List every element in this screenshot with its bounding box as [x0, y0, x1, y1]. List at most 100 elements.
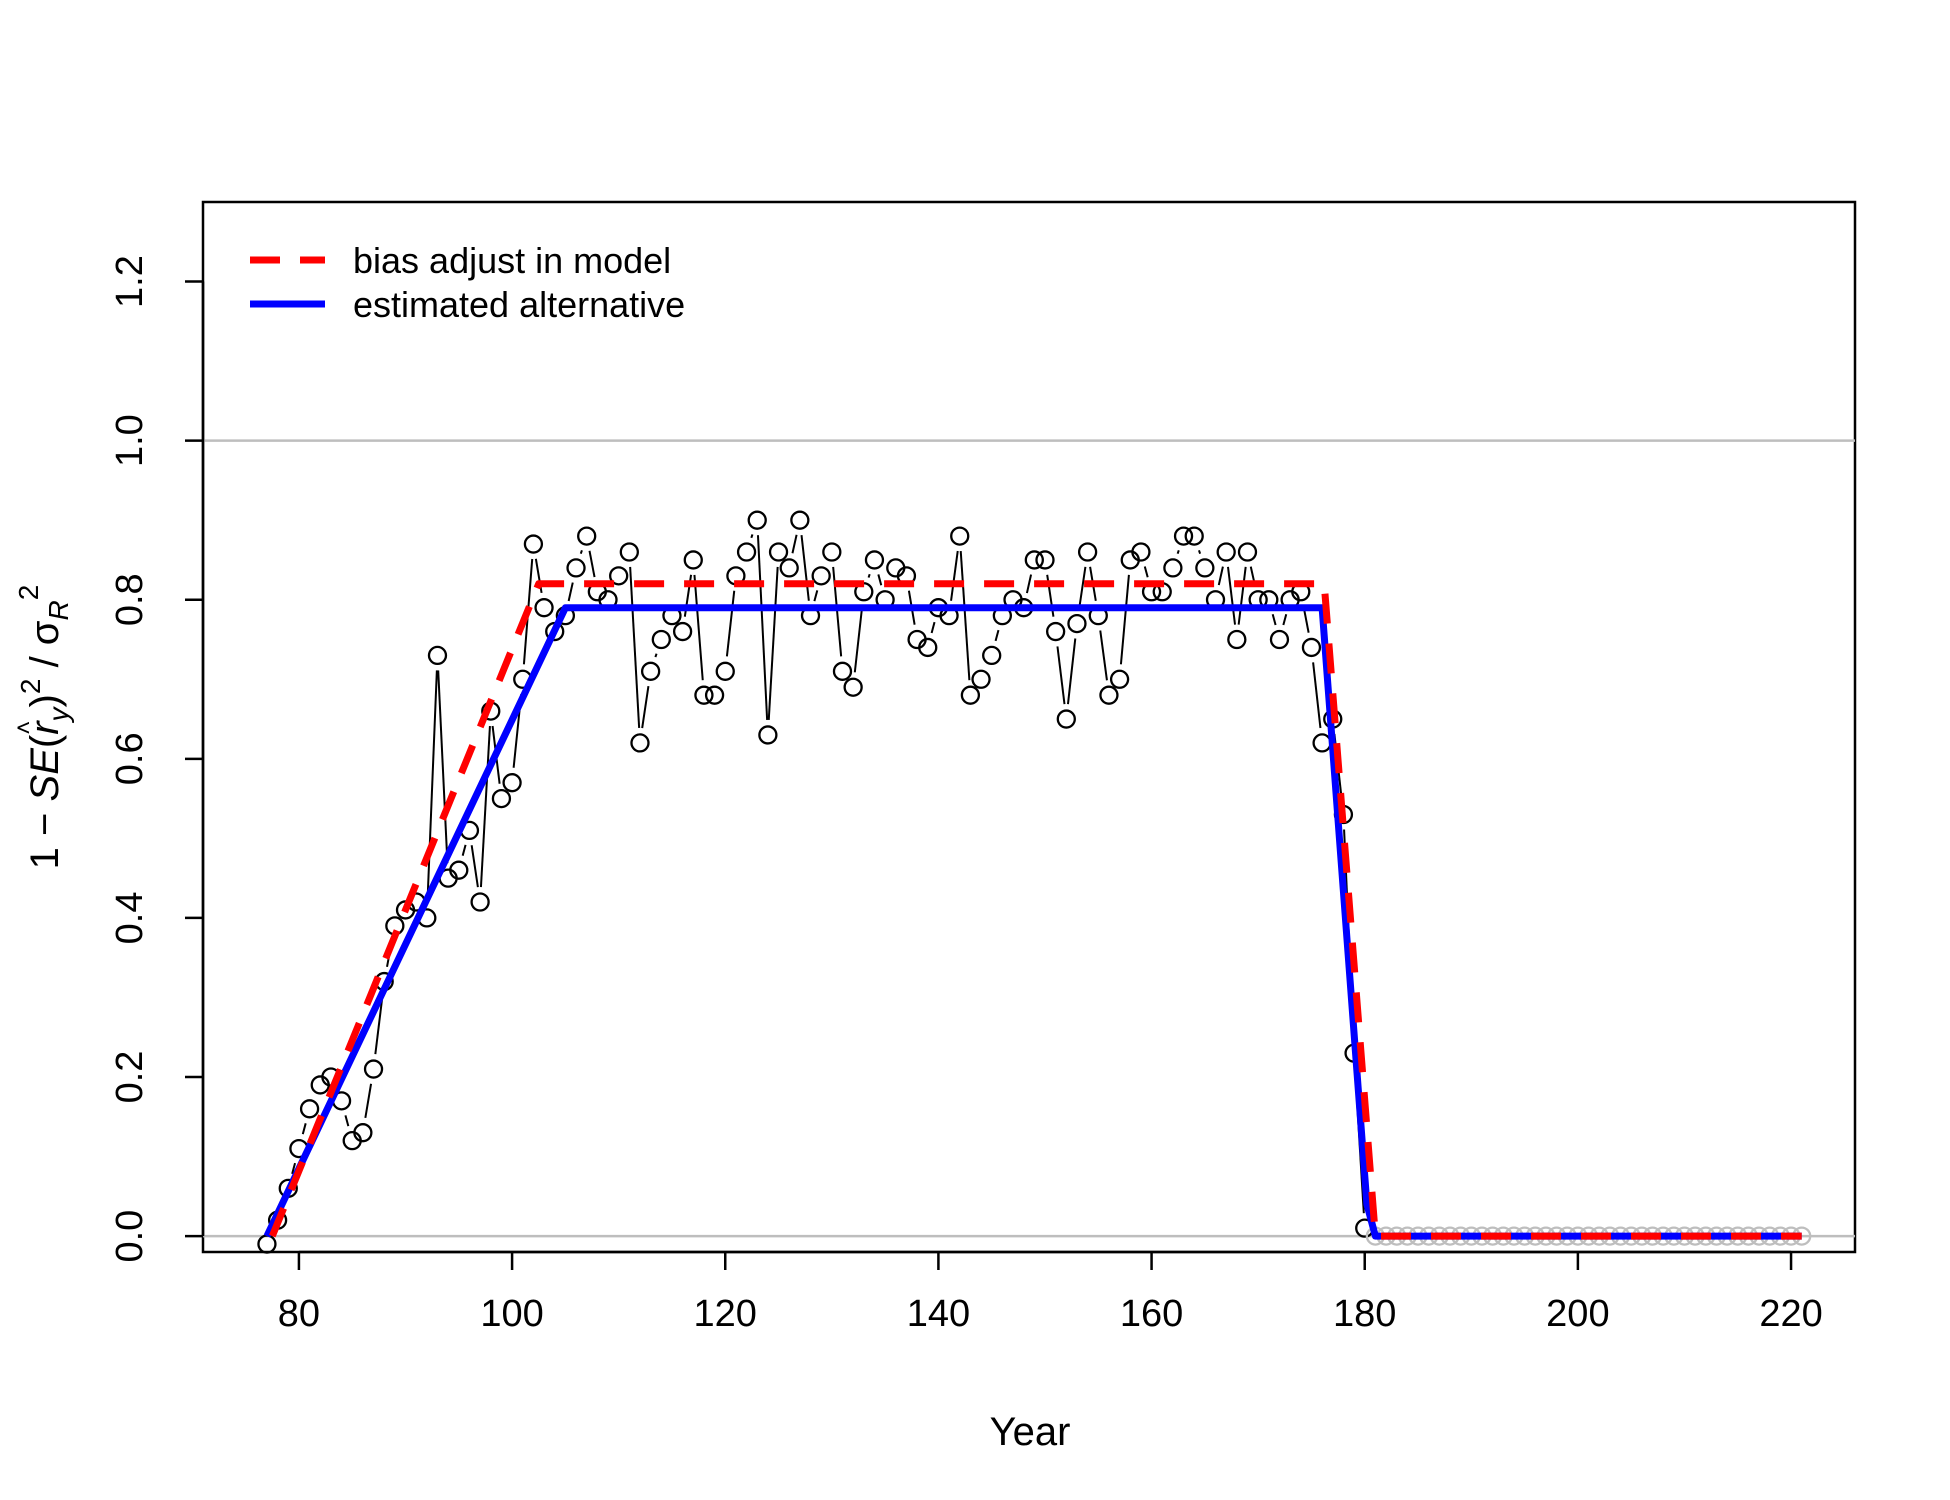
connector-segment	[994, 629, 1000, 642]
connector-segment	[470, 845, 479, 888]
connector-segment	[1119, 574, 1130, 665]
data-point	[715, 661, 735, 681]
data-point	[1099, 685, 1119, 705]
y-axis-title-sub-y: y	[43, 705, 74, 723]
data-point	[1056, 709, 1076, 729]
data-point	[779, 558, 799, 578]
y-axis: 0.0 0.2 0.4 0.6 0.8 1.0 1.2	[109, 255, 205, 1263]
x-tick-label: 200	[1546, 1293, 1609, 1335]
y-tick-label: 0.4	[109, 891, 151, 944]
series-line-bias-adjust	[269, 580, 1802, 1240]
data-point	[1163, 558, 1183, 578]
data-point	[630, 733, 650, 753]
connector-segment	[629, 566, 641, 728]
y-axis-title-sup: 2	[15, 679, 46, 695]
connector-segment	[1056, 646, 1066, 705]
data-point	[1045, 621, 1066, 642]
y-tick-label: 0.2	[109, 1051, 151, 1104]
plot-frame	[201, 200, 1857, 1254]
data-point	[491, 788, 512, 809]
connector-segment	[654, 653, 658, 658]
data-point	[566, 558, 586, 578]
connector-segment	[877, 574, 883, 586]
data-point	[523, 534, 544, 554]
x-tick-label: 180	[1333, 1293, 1396, 1335]
series-line-estimated-alternative	[263, 604, 1802, 1240]
data-point	[640, 661, 661, 681]
connector-segment	[853, 606, 864, 673]
connector-segment	[479, 726, 491, 888]
connector-segment	[725, 590, 736, 657]
data-point	[1173, 526, 1194, 546]
connector-segment	[374, 996, 384, 1055]
connector-segment	[301, 1123, 307, 1135]
connector-segment	[461, 844, 467, 856]
data-point	[577, 526, 597, 546]
connector-segment	[930, 621, 936, 634]
connector-segment	[1237, 566, 1247, 625]
connector-segment	[767, 566, 779, 721]
data-point	[1109, 669, 1130, 689]
y-axis-title-slash: /	[23, 645, 67, 678]
data-point	[694, 685, 714, 705]
data-point	[960, 685, 981, 705]
y-axis-title-sub-r: R	[43, 600, 74, 620]
x-tick-label: 80	[278, 1293, 320, 1335]
data-point	[864, 550, 885, 570]
data-point	[1024, 550, 1044, 570]
connector-segment	[641, 686, 650, 729]
data-point	[427, 645, 448, 666]
data-point	[1312, 733, 1332, 753]
x-tick-label: 160	[1120, 1293, 1183, 1335]
y-tick-label: 0.8	[109, 573, 151, 626]
data-point	[704, 685, 725, 705]
connector-segment	[291, 1162, 297, 1175]
connector-segment	[426, 670, 438, 903]
connector-segment	[1143, 566, 1149, 578]
connector-segment	[567, 582, 574, 602]
connector-segment	[1217, 566, 1224, 586]
data-point	[619, 542, 639, 562]
data-point	[1035, 550, 1055, 570]
data-point	[971, 669, 991, 689]
connector-segment	[800, 534, 810, 601]
series-lines	[263, 580, 1802, 1240]
data-point	[758, 725, 778, 745]
x-tick-label: 120	[694, 1293, 757, 1335]
data-point	[651, 629, 671, 650]
data-point	[982, 645, 1002, 666]
data-point	[918, 637, 938, 658]
connector-segment	[813, 590, 819, 602]
data-point	[683, 550, 703, 570]
data-point	[353, 1123, 373, 1143]
data-point	[1184, 526, 1204, 546]
y-axis-title-sigma: σ	[23, 620, 67, 645]
legend-label-bias-adjust: bias adjust in model	[353, 240, 671, 281]
data-point	[363, 1059, 384, 1079]
y-axis-title-sup2: 2	[13, 585, 44, 601]
data-point	[747, 510, 767, 530]
data-point	[1269, 629, 1290, 650]
connector-segment	[588, 550, 596, 578]
connector-segment	[867, 573, 871, 578]
connector-segment	[437, 670, 449, 864]
data-point	[811, 566, 831, 586]
x-axis-title: Year	[990, 1410, 1071, 1454]
connector-segment	[364, 1083, 373, 1119]
data-point	[822, 542, 842, 562]
data-point	[832, 661, 853, 681]
x-tick-label: 100	[480, 1293, 543, 1335]
data-point	[1195, 558, 1215, 578]
reference-lines	[203, 439, 1855, 1238]
connector-segment	[1282, 613, 1288, 626]
y-axis-title-hat: ˄	[11, 721, 38, 735]
y-tick-label: 0.0	[109, 1210, 151, 1263]
x-axis: 80 100 120 140 160 180 200 220	[278, 1250, 1823, 1335]
y-axis-title-prefix: 1 −	[23, 801, 67, 869]
connector-segment	[1271, 613, 1277, 626]
y-tick-label: 1.0	[109, 414, 151, 467]
connector-segment	[344, 1115, 350, 1127]
data-point	[768, 542, 789, 562]
data-point	[1077, 542, 1098, 562]
